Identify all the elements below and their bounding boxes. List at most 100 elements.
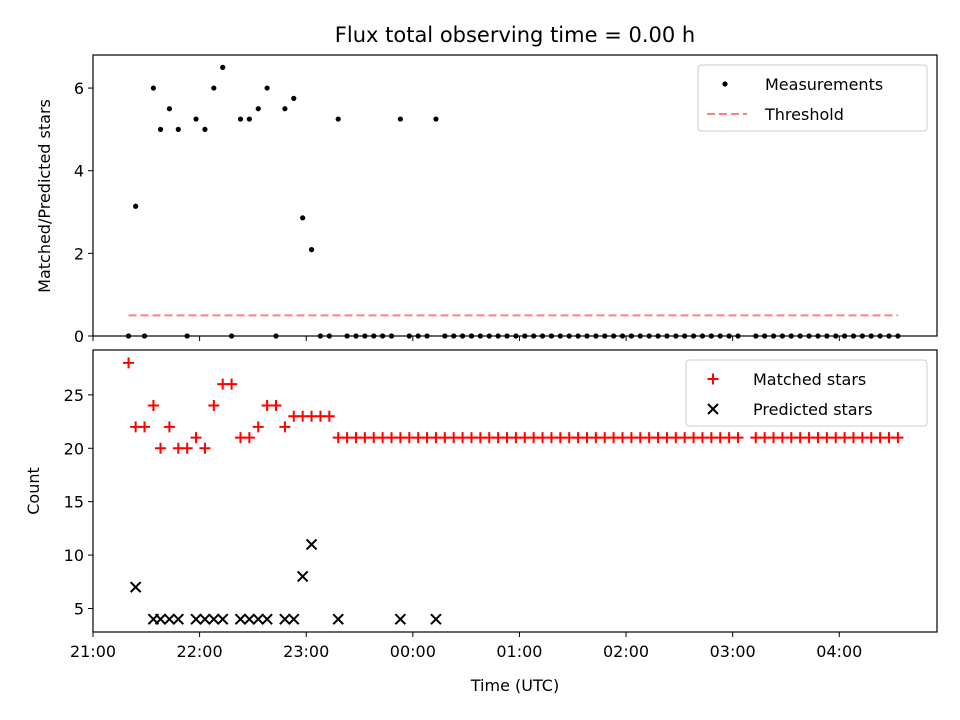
x-tick-label: 04:00	[816, 642, 862, 661]
legend-label: Predicted stars	[753, 400, 873, 419]
measurement-point	[495, 333, 501, 339]
measurement-point	[557, 333, 563, 339]
matched-stars-point	[243, 432, 255, 444]
measurement-point	[868, 333, 874, 339]
x-tick-label: 01:00	[496, 642, 542, 661]
bottom-y-axis-label: Count	[24, 467, 43, 515]
measurement-point	[770, 333, 777, 339]
measurement-point	[602, 333, 608, 339]
bottom-y-tick-label: 20	[64, 439, 84, 458]
measurement-point	[406, 333, 412, 339]
matched-stars-point	[732, 432, 744, 444]
predicted-stars-point	[154, 613, 167, 625]
measurement-point	[433, 116, 439, 122]
measurement-point	[522, 333, 528, 339]
measurement-point	[211, 85, 217, 91]
measurement-point	[877, 333, 883, 339]
measurement-point	[788, 333, 794, 339]
bottom-plot: 5 10 15 20 25 21:00 22:00 23:00 00:00 01:00 02:00 0…	[64, 349, 938, 661]
bottom-y-tick-label: 10	[64, 546, 84, 565]
predicted-stars-point	[234, 613, 247, 625]
matched-stars-point	[199, 442, 211, 454]
measurement-point	[193, 116, 199, 122]
matched-stars-point	[190, 432, 202, 444]
measurement-point	[442, 333, 448, 339]
x-tick-label: 03:00	[710, 642, 756, 661]
measurement-point	[237, 116, 244, 122]
measurement-point	[815, 333, 821, 339]
measurement-point	[717, 333, 723, 339]
measurement-point	[833, 333, 839, 339]
measurement-point	[628, 333, 634, 339]
measurement-point	[125, 333, 132, 339]
predicted-stars-point	[394, 613, 407, 625]
measurement-point	[220, 64, 226, 70]
top-y-axis-label: Matched/Predicted stars	[35, 99, 54, 293]
measurement-point	[504, 333, 510, 339]
measurement-point	[380, 333, 386, 339]
matched-stars-point	[147, 400, 159, 412]
predicted-stars-point	[208, 613, 220, 625]
bottom-series-0	[123, 357, 904, 454]
measurement-point	[300, 215, 306, 221]
measurement-point	[459, 333, 466, 339]
measurement-point	[477, 333, 483, 339]
measurement-point	[575, 333, 581, 339]
measurement-point	[708, 333, 714, 339]
measurement-point	[655, 333, 661, 339]
measurement-point	[895, 333, 901, 339]
measurement-point	[397, 116, 403, 122]
measurement-point	[486, 333, 492, 339]
measurement-point	[842, 333, 848, 339]
predicted-stars-point	[261, 613, 273, 625]
measurement-point	[264, 85, 270, 91]
measurement-point	[806, 333, 812, 339]
top-y-tick-label: 0	[74, 327, 84, 346]
top-y-tick-label: 4	[74, 162, 84, 181]
predicted-stars-point	[279, 613, 291, 625]
measurement-point	[699, 333, 706, 339]
matched-stars-point	[208, 400, 220, 412]
x-axis-label: Time (UTC)	[470, 676, 559, 695]
measurement-point	[637, 333, 643, 339]
matched-stars-point	[181, 442, 193, 454]
matched-stars-point	[163, 421, 175, 433]
measurement-point	[566, 333, 572, 339]
matched-stars-point	[252, 421, 264, 433]
predicted-stars-point	[190, 613, 202, 625]
matched-stars-point	[123, 357, 135, 369]
measurement-point	[150, 85, 157, 91]
x-tick-label: 23:00	[283, 642, 329, 661]
measurement-point	[335, 116, 341, 122]
bottom-y-tick-label: 15	[64, 493, 84, 512]
measurement-point	[735, 333, 741, 339]
measurement-point	[664, 333, 670, 339]
measurement-point	[273, 333, 279, 339]
bottom-legend: Matched stars Predicted stars	[685, 359, 928, 427]
bottom-series-1	[129, 538, 442, 625]
top-plot: 0 2 4 6 Measurements Threshold	[74, 54, 938, 346]
bottom-legend-box	[685, 359, 928, 427]
measurement-point	[141, 333, 148, 339]
x-tick-label: 02:00	[603, 642, 649, 661]
x-tick-label: 21:00	[70, 642, 116, 661]
predicted-stars-point	[129, 581, 142, 593]
measurement-point	[326, 333, 332, 339]
measurement-point	[166, 106, 173, 112]
legend-label: Threshold	[764, 105, 844, 124]
measurement-point	[531, 333, 537, 339]
measurement-point	[362, 333, 368, 339]
predicted-stars-point	[296, 570, 309, 583]
measurement-point	[371, 333, 377, 339]
measurement-point	[424, 333, 430, 339]
top-y-tick-label: 6	[74, 79, 84, 98]
predicted-stars-point	[217, 613, 229, 625]
matched-stars-point	[226, 378, 238, 390]
matched-stars-point	[323, 410, 335, 422]
measurement-point	[468, 333, 475, 339]
measurement-point	[353, 333, 359, 339]
matched-stars-point	[279, 421, 291, 433]
matched-stars-point	[139, 421, 151, 433]
predicted-stars-point	[199, 613, 211, 625]
